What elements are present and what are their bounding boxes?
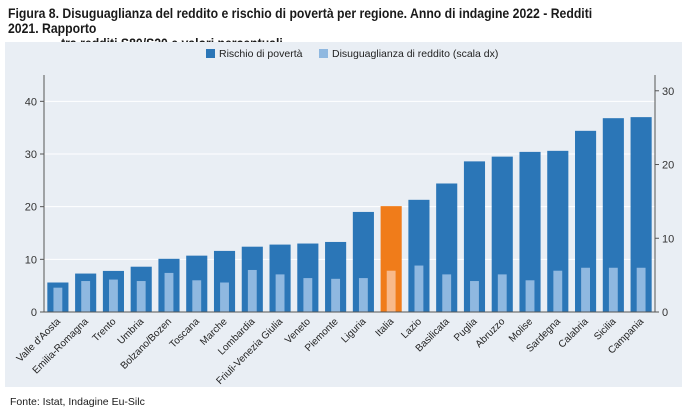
bar-inequality bbox=[53, 287, 63, 312]
bar-poverty bbox=[463, 161, 486, 312]
bar-inequality bbox=[164, 272, 174, 312]
bar-inequality bbox=[608, 267, 618, 312]
bar-poverty bbox=[491, 156, 513, 312]
bar-inequality bbox=[581, 267, 591, 312]
x-tick-label: Italia bbox=[374, 316, 397, 339]
bar-inequality bbox=[331, 278, 341, 312]
legend-label-inequality: Disuguaglianza di reddito (scala dx) bbox=[332, 48, 498, 60]
bar-inequality bbox=[553, 270, 563, 312]
legend-label-poverty: Rischio di povertà bbox=[219, 48, 303, 60]
source-note: Fonte: Istat, Indagine Eu-Silc bbox=[10, 396, 145, 408]
x-tick-label: Sicilia bbox=[592, 316, 619, 343]
bar-inequality bbox=[192, 280, 202, 312]
bar-poverty bbox=[575, 130, 597, 312]
bar-poverty bbox=[297, 243, 319, 312]
y2-tick-label: 30 bbox=[662, 86, 674, 98]
bar-inequality bbox=[108, 279, 118, 312]
bar-inequality bbox=[220, 282, 229, 312]
y-tick-label: 10 bbox=[25, 254, 37, 266]
bar-inequality bbox=[386, 270, 396, 312]
bar-inequality bbox=[414, 265, 424, 312]
bar-inequality bbox=[470, 281, 479, 312]
bar-inequality bbox=[303, 278, 313, 312]
bar-inequality bbox=[497, 274, 507, 312]
bar-poverty bbox=[547, 150, 569, 312]
x-tick-label: Lazio bbox=[399, 316, 424, 341]
bar-inequality bbox=[275, 274, 285, 312]
bar-poverty bbox=[325, 241, 347, 312]
bar-inequality bbox=[636, 267, 646, 312]
x-tick-label: Toscana bbox=[168, 316, 202, 350]
x-tick-label: Abruzzo bbox=[474, 316, 508, 350]
bar-inequality bbox=[247, 269, 257, 312]
x-tick-label: Bolzano/Bozen bbox=[119, 316, 174, 371]
bar-poverty bbox=[213, 250, 236, 312]
bar-inequality bbox=[136, 281, 146, 312]
legend-swatch-poverty bbox=[206, 49, 215, 58]
y2-tick-label: 0 bbox=[662, 307, 668, 319]
y-tick-label: 30 bbox=[25, 149, 37, 161]
figure-label: Figura 8. bbox=[8, 6, 59, 21]
bar-poverty bbox=[630, 117, 652, 312]
bar-poverty bbox=[602, 118, 624, 312]
y-tick-label: 20 bbox=[25, 202, 37, 214]
y-tick-label: 40 bbox=[25, 96, 37, 108]
x-tick-label: Calabria bbox=[557, 316, 591, 350]
bar-inequality bbox=[442, 274, 452, 312]
chart-panel bbox=[5, 42, 682, 387]
legend-swatch-inequality bbox=[319, 49, 328, 58]
bar-inequality bbox=[81, 281, 91, 312]
bar-poverty bbox=[380, 206, 402, 312]
title-line-1: Disuguaglianza del reddito e rischio di … bbox=[8, 6, 593, 36]
x-tick-label: Trento bbox=[91, 316, 119, 344]
bar-poverty bbox=[408, 199, 430, 312]
y2-tick-label: 10 bbox=[662, 233, 674, 245]
bar-poverty bbox=[519, 151, 541, 312]
x-tick-label: Liguria bbox=[339, 316, 368, 345]
y-tick-label: 0 bbox=[31, 307, 37, 319]
bar-poverty bbox=[436, 183, 458, 312]
bar-inequality bbox=[358, 278, 368, 312]
y2-tick-label: 20 bbox=[662, 160, 674, 172]
bar-poverty bbox=[352, 211, 374, 312]
bar-inequality bbox=[525, 280, 535, 312]
